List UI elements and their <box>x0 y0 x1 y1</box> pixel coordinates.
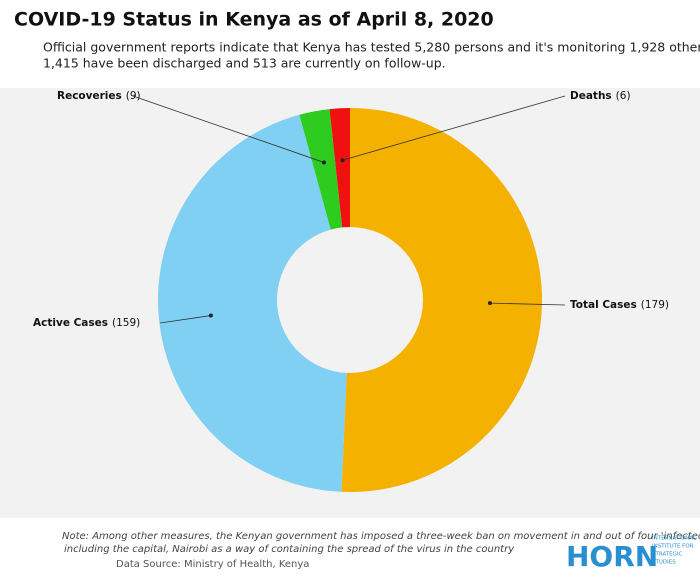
chart-title: COVID-19 Status in Kenya as of April 8, … <box>14 9 494 31</box>
leader-line <box>489 302 566 306</box>
logo-text: INTERNATIONAL <box>652 536 697 542</box>
leader-line <box>342 95 566 161</box>
donut-slice <box>299 109 343 230</box>
donut-slice <box>329 108 350 228</box>
logo-text: STRATEGIC <box>652 552 683 558</box>
leader-dot <box>321 160 326 165</box>
leader-dot <box>487 301 492 306</box>
slice-name: Deaths <box>570 90 612 102</box>
leader-dot <box>208 313 213 318</box>
logo-text: STUDIES <box>652 560 676 566</box>
leader-dot <box>340 158 345 163</box>
slice-value: (179) <box>641 299 669 311</box>
subtitle: Official government reports indicate tha… <box>43 40 700 55</box>
leader-line <box>132 95 325 163</box>
source: Data Source: Ministry of Health, Kenya <box>116 559 309 570</box>
slice-name: Recoveries <box>57 90 122 102</box>
slice-name: Total Cases <box>570 299 637 311</box>
subtitle: 1,415 have been discharged and 513 are c… <box>43 56 446 71</box>
slice-label: Recoveries (9) <box>57 90 141 102</box>
donut-slice <box>341 108 543 493</box>
logo-text: INSTITUTE FOR <box>652 544 694 550</box>
note: including the capital, Nairobi as a way … <box>64 544 515 555</box>
logo-name: HORN <box>566 540 658 573</box>
donut-slice <box>158 114 347 492</box>
slice-label: Deaths (6) <box>570 90 631 102</box>
leader-line <box>159 315 211 324</box>
slice-name: Active Cases <box>33 317 108 329</box>
slice-value: (6) <box>616 90 631 102</box>
slice-label: Active Cases (159) <box>33 317 140 329</box>
note: Note: Among other measures, the Kenyan g… <box>62 531 700 542</box>
slice-value: (9) <box>126 90 141 102</box>
slice-label: Total Cases (179) <box>570 299 669 311</box>
slice-value: (159) <box>112 317 140 329</box>
